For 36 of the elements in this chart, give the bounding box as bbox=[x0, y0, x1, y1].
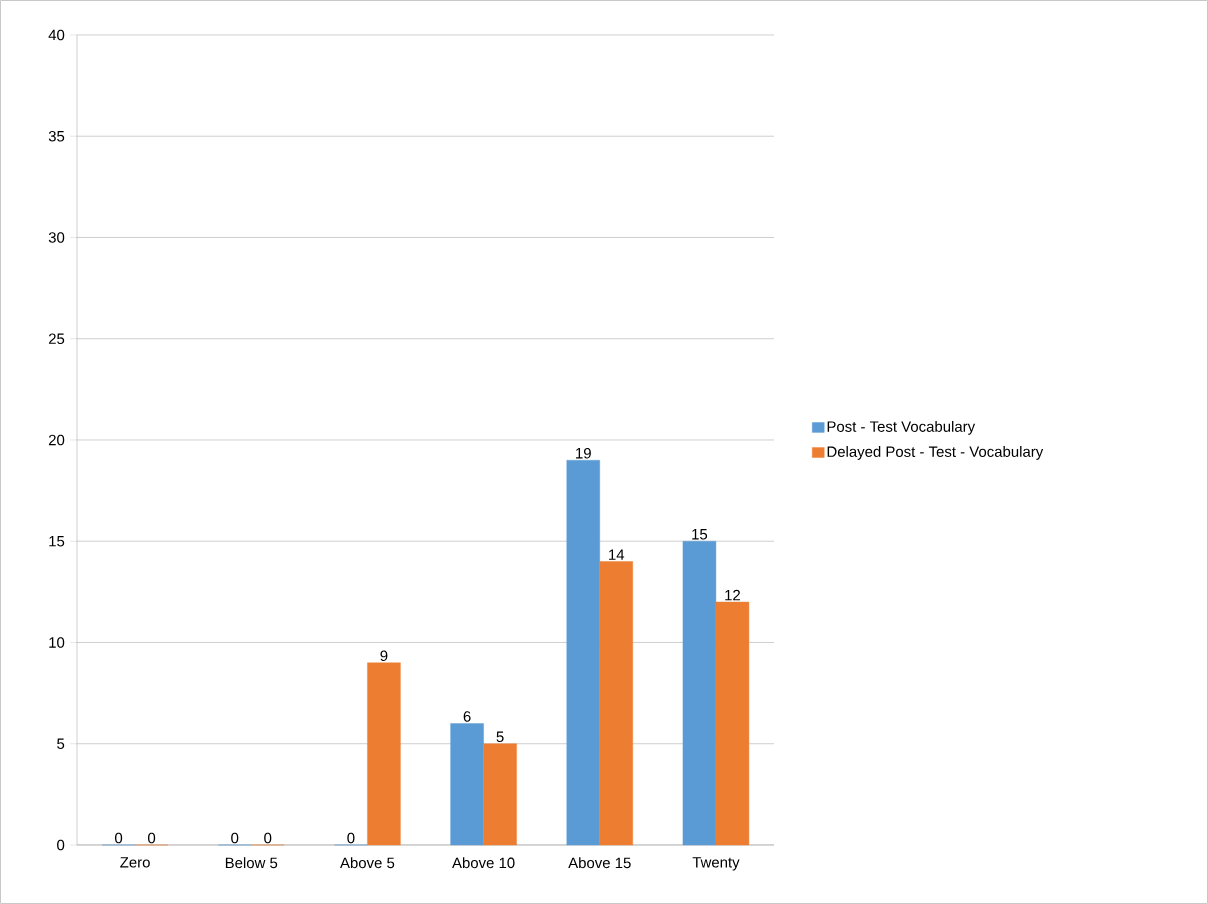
x-tick-label: Zero bbox=[120, 857, 150, 868]
data-label: 14 bbox=[609, 549, 625, 560]
legend-label: Post - Test Vocabulary bbox=[827, 420, 976, 435]
bar bbox=[450, 723, 484, 846]
data-label: 19 bbox=[576, 447, 591, 459]
data-label: 5 bbox=[496, 731, 504, 743]
data-label: 6 bbox=[463, 711, 471, 722]
x-tick-label: Above 5 bbox=[340, 857, 395, 869]
x-tick-label: Twenty bbox=[692, 857, 740, 871]
data-label: 0 bbox=[115, 832, 123, 844]
data-label: 0 bbox=[347, 832, 355, 844]
bar bbox=[599, 561, 633, 846]
legend-label: Delayed Post - Test - Vocabulary bbox=[827, 445, 1044, 460]
data-label: 12 bbox=[725, 589, 740, 601]
bar bbox=[715, 601, 750, 846]
y-tick-label: 10 bbox=[49, 637, 65, 648]
y-tick-label: 40 bbox=[48, 29, 65, 41]
y-tick-label: 25 bbox=[48, 333, 65, 345]
x-tick-label: Below 5 bbox=[225, 857, 278, 869]
data-label: 0 bbox=[264, 832, 272, 844]
bar bbox=[367, 662, 401, 846]
y-tick-label: 35 bbox=[48, 130, 65, 142]
data-label: 9 bbox=[380, 650, 388, 662]
x-tick-label: Above 15 bbox=[568, 857, 631, 869]
data-label: 0 bbox=[231, 832, 239, 844]
data-label: 0 bbox=[148, 832, 156, 844]
y-tick-label: 15 bbox=[49, 536, 65, 547]
bar bbox=[483, 743, 517, 846]
y-tick-label: 0 bbox=[57, 839, 65, 851]
y-tick-label: 20 bbox=[48, 434, 65, 446]
bar bbox=[566, 460, 600, 846]
x-tick-label: Above 10 bbox=[452, 857, 515, 869]
bar bbox=[682, 541, 717, 846]
data-label: 15 bbox=[692, 529, 708, 540]
y-tick-label: 5 bbox=[57, 738, 65, 749]
y-tick-label: 30 bbox=[48, 232, 65, 243]
